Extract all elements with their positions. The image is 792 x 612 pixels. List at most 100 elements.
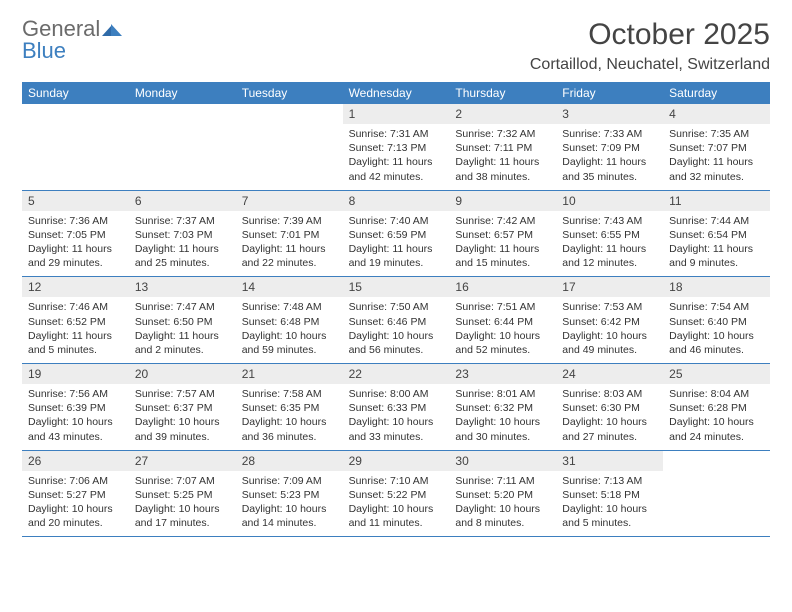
brand-logo: General Blue [22, 18, 124, 62]
day-number: 31 [556, 451, 663, 471]
sunset-text: Sunset: 6:35 PM [242, 401, 337, 415]
daylight-text: Daylight: 10 hours and 36 minutes. [242, 415, 337, 443]
sunset-text: Sunset: 6:54 PM [669, 228, 764, 242]
day-cell: 22Sunrise: 8:00 AMSunset: 6:33 PMDayligh… [343, 364, 450, 450]
weeks-container: 1Sunrise: 7:31 AMSunset: 7:13 PMDaylight… [22, 104, 770, 537]
daylight-text: Daylight: 11 hours and 9 minutes. [669, 242, 764, 270]
day-details: Sunrise: 7:43 AMSunset: 6:55 PMDaylight:… [556, 211, 663, 277]
day-cell: 26Sunrise: 7:06 AMSunset: 5:27 PMDayligh… [22, 451, 129, 537]
sunset-text: Sunset: 5:20 PM [455, 488, 550, 502]
day-cell: 25Sunrise: 8:04 AMSunset: 6:28 PMDayligh… [663, 364, 770, 450]
daylight-text: Daylight: 10 hours and 14 minutes. [242, 502, 337, 530]
sunset-text: Sunset: 6:42 PM [562, 315, 657, 329]
day-number: 14 [236, 277, 343, 297]
day-cell: 16Sunrise: 7:51 AMSunset: 6:44 PMDayligh… [449, 277, 556, 363]
daylight-text: Daylight: 11 hours and 22 minutes. [242, 242, 337, 270]
sunset-text: Sunset: 6:52 PM [28, 315, 123, 329]
daylight-text: Daylight: 10 hours and 49 minutes. [562, 329, 657, 357]
sunset-text: Sunset: 6:59 PM [349, 228, 444, 242]
day-number: 23 [449, 364, 556, 384]
day-header-cell: Monday [129, 82, 236, 104]
daylight-text: Daylight: 11 hours and 35 minutes. [562, 155, 657, 183]
sunrise-text: Sunrise: 7:54 AM [669, 300, 764, 314]
daylight-text: Daylight: 10 hours and 27 minutes. [562, 415, 657, 443]
sunrise-text: Sunrise: 7:46 AM [28, 300, 123, 314]
sunset-text: Sunset: 6:46 PM [349, 315, 444, 329]
sunrise-text: Sunrise: 7:13 AM [562, 474, 657, 488]
header: General Blue October 2025 Cortaillod, Ne… [22, 18, 770, 74]
day-number: 24 [556, 364, 663, 384]
day-cell: 17Sunrise: 7:53 AMSunset: 6:42 PMDayligh… [556, 277, 663, 363]
day-header-row: Sunday Monday Tuesday Wednesday Thursday… [22, 82, 770, 104]
sunrise-text: Sunrise: 7:47 AM [135, 300, 230, 314]
day-cell [236, 104, 343, 190]
sunset-text: Sunset: 5:23 PM [242, 488, 337, 502]
sunrise-text: Sunrise: 8:04 AM [669, 387, 764, 401]
sunrise-text: Sunrise: 7:07 AM [135, 474, 230, 488]
sunset-text: Sunset: 7:13 PM [349, 141, 444, 155]
daylight-text: Daylight: 11 hours and 2 minutes. [135, 329, 230, 357]
day-cell: 20Sunrise: 7:57 AMSunset: 6:37 PMDayligh… [129, 364, 236, 450]
day-number: 10 [556, 191, 663, 211]
sunrise-text: Sunrise: 7:06 AM [28, 474, 123, 488]
day-cell: 4Sunrise: 7:35 AMSunset: 7:07 PMDaylight… [663, 104, 770, 190]
day-details: Sunrise: 7:35 AMSunset: 7:07 PMDaylight:… [663, 124, 770, 190]
day-details: Sunrise: 7:37 AMSunset: 7:03 PMDaylight:… [129, 211, 236, 277]
daylight-text: Daylight: 10 hours and 30 minutes. [455, 415, 550, 443]
week-row: 5Sunrise: 7:36 AMSunset: 7:05 PMDaylight… [22, 191, 770, 278]
day-cell: 14Sunrise: 7:48 AMSunset: 6:48 PMDayligh… [236, 277, 343, 363]
daylight-text: Daylight: 10 hours and 43 minutes. [28, 415, 123, 443]
daylight-text: Daylight: 10 hours and 11 minutes. [349, 502, 444, 530]
day-number: 20 [129, 364, 236, 384]
sunrise-text: Sunrise: 7:51 AM [455, 300, 550, 314]
day-cell [22, 104, 129, 190]
brand-part2: Blue [22, 38, 66, 63]
day-details: Sunrise: 7:54 AMSunset: 6:40 PMDaylight:… [663, 297, 770, 363]
daylight-text: Daylight: 11 hours and 42 minutes. [349, 155, 444, 183]
day-header-cell: Thursday [449, 82, 556, 104]
sunrise-text: Sunrise: 7:57 AM [135, 387, 230, 401]
day-details: Sunrise: 7:48 AMSunset: 6:48 PMDaylight:… [236, 297, 343, 363]
sunset-text: Sunset: 6:28 PM [669, 401, 764, 415]
sunset-text: Sunset: 7:07 PM [669, 141, 764, 155]
day-details [22, 110, 129, 119]
sunrise-text: Sunrise: 7:50 AM [349, 300, 444, 314]
day-details: Sunrise: 7:36 AMSunset: 7:05 PMDaylight:… [22, 211, 129, 277]
day-details: Sunrise: 7:09 AMSunset: 5:23 PMDaylight:… [236, 471, 343, 537]
daylight-text: Daylight: 11 hours and 19 minutes. [349, 242, 444, 270]
day-cell: 1Sunrise: 7:31 AMSunset: 7:13 PMDaylight… [343, 104, 450, 190]
sunrise-text: Sunrise: 7:31 AM [349, 127, 444, 141]
day-details: Sunrise: 7:06 AMSunset: 5:27 PMDaylight:… [22, 471, 129, 537]
sunset-text: Sunset: 6:32 PM [455, 401, 550, 415]
day-cell: 28Sunrise: 7:09 AMSunset: 5:23 PMDayligh… [236, 451, 343, 537]
daylight-text: Daylight: 10 hours and 24 minutes. [669, 415, 764, 443]
day-details [236, 110, 343, 119]
day-cell: 24Sunrise: 8:03 AMSunset: 6:30 PMDayligh… [556, 364, 663, 450]
day-details: Sunrise: 7:56 AMSunset: 6:39 PMDaylight:… [22, 384, 129, 450]
sunrise-text: Sunrise: 7:58 AM [242, 387, 337, 401]
day-number: 22 [343, 364, 450, 384]
day-details: Sunrise: 7:13 AMSunset: 5:18 PMDaylight:… [556, 471, 663, 537]
week-row: 19Sunrise: 7:56 AMSunset: 6:39 PMDayligh… [22, 364, 770, 451]
triangles-icon [102, 16, 124, 41]
sunrise-text: Sunrise: 7:32 AM [455, 127, 550, 141]
daylight-text: Daylight: 10 hours and 59 minutes. [242, 329, 337, 357]
sunrise-text: Sunrise: 7:11 AM [455, 474, 550, 488]
day-details: Sunrise: 7:46 AMSunset: 6:52 PMDaylight:… [22, 297, 129, 363]
brand-text: General Blue [22, 18, 124, 62]
sunrise-text: Sunrise: 7:33 AM [562, 127, 657, 141]
day-number: 15 [343, 277, 450, 297]
calendar: Sunday Monday Tuesday Wednesday Thursday… [22, 82, 770, 537]
day-details: Sunrise: 7:40 AMSunset: 6:59 PMDaylight:… [343, 211, 450, 277]
day-cell: 5Sunrise: 7:36 AMSunset: 7:05 PMDaylight… [22, 191, 129, 277]
day-cell: 6Sunrise: 7:37 AMSunset: 7:03 PMDaylight… [129, 191, 236, 277]
week-row: 12Sunrise: 7:46 AMSunset: 6:52 PMDayligh… [22, 277, 770, 364]
daylight-text: Daylight: 10 hours and 33 minutes. [349, 415, 444, 443]
day-cell: 8Sunrise: 7:40 AMSunset: 6:59 PMDaylight… [343, 191, 450, 277]
daylight-text: Daylight: 10 hours and 56 minutes. [349, 329, 444, 357]
day-cell: 2Sunrise: 7:32 AMSunset: 7:11 PMDaylight… [449, 104, 556, 190]
day-details: Sunrise: 7:11 AMSunset: 5:20 PMDaylight:… [449, 471, 556, 537]
day-number: 6 [129, 191, 236, 211]
day-details: Sunrise: 7:44 AMSunset: 6:54 PMDaylight:… [663, 211, 770, 277]
day-cell: 18Sunrise: 7:54 AMSunset: 6:40 PMDayligh… [663, 277, 770, 363]
